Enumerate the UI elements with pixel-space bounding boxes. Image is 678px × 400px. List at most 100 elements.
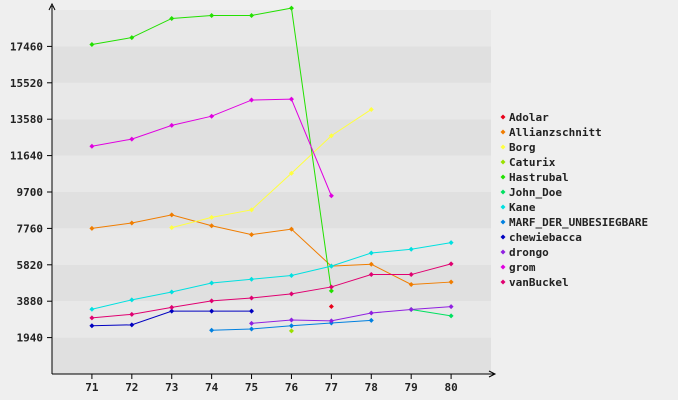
legend-marker [500, 279, 506, 285]
data-point [408, 246, 414, 252]
data-point [249, 308, 255, 314]
legend-label: Adolar [509, 111, 549, 124]
data-point [169, 308, 175, 314]
legend-label: Caturix [509, 156, 556, 169]
y-ticks: 1940 3880 5820 7760 9700 11640 13580 15520 17460 [10, 40, 52, 345]
data-point [249, 295, 255, 301]
series-vanbuckel [89, 261, 454, 321]
legend-label: drongo [509, 246, 549, 259]
legend-label: Hastrubal [509, 171, 569, 184]
data-point [328, 288, 334, 294]
y-tick-label: 11640 [10, 150, 43, 163]
data-point [209, 214, 215, 220]
legend-label: Kane [509, 201, 536, 214]
series-drongo [249, 304, 454, 326]
x-tick-label: 72 [125, 381, 138, 394]
legend-marker [500, 249, 506, 255]
data-point [209, 113, 215, 119]
x-tick-label: 75 [245, 381, 258, 394]
legend-label: grom [509, 261, 536, 274]
data-point [169, 122, 175, 128]
series-adolar [328, 303, 334, 309]
y-tick-label: 5820 [17, 259, 44, 272]
grid-band [52, 155, 491, 192]
series-line [91, 263, 452, 319]
data-point [408, 306, 414, 312]
data-point [249, 326, 255, 332]
legend-item: Allianzschnitt [500, 126, 602, 139]
axes [48, 2, 497, 378]
grid-band [52, 228, 491, 265]
data-point [448, 279, 454, 285]
data-point [448, 313, 454, 319]
data-point [328, 193, 334, 199]
y-tick-label: 3880 [17, 295, 44, 308]
x-tick-label: 77 [325, 381, 338, 394]
data-point [249, 320, 255, 326]
data-point [408, 282, 414, 288]
legend-label: Allianzschnitt [509, 126, 602, 139]
data-point [368, 250, 374, 256]
data-point [328, 318, 334, 324]
data-point [169, 212, 175, 218]
legend-marker [500, 114, 506, 120]
grid-bands [52, 10, 491, 374]
grid-band [52, 192, 491, 229]
x-tick-label: 76 [285, 381, 299, 394]
legend-item: grom [500, 261, 536, 274]
legend-label: chewiebacca [509, 231, 582, 244]
legend-marker [500, 204, 506, 210]
legend-item: Kane [500, 201, 536, 214]
legend-item: John_Doe [500, 186, 562, 199]
legend: Adolar Allianzschnitt Borg Caturix Hastrubal… [500, 111, 648, 289]
series-line [411, 308, 452, 317]
data-point [408, 272, 414, 278]
grid-band [52, 119, 491, 156]
grid-band [52, 46, 491, 83]
legend-marker [500, 264, 506, 270]
x-tick-label: 80 [444, 381, 457, 394]
legend-item: Adolar [500, 111, 549, 124]
series-chewiebacca [89, 308, 255, 329]
legend-item: Caturix [500, 156, 556, 169]
data-point [89, 306, 95, 312]
data-point [169, 289, 175, 295]
data-point [129, 297, 135, 303]
grid-band [52, 337, 491, 374]
y-tick-label: 15520 [10, 77, 43, 90]
grid-band [52, 301, 491, 338]
legend-marker [500, 144, 506, 150]
data-point [328, 284, 334, 290]
legend-label: John_Doe [509, 186, 562, 199]
data-point [288, 317, 294, 323]
data-point [209, 308, 215, 314]
series-line [251, 306, 452, 324]
grid-band [52, 82, 491, 120]
data-point [288, 5, 294, 11]
y-axis-arrow [48, 2, 56, 11]
data-point [129, 136, 135, 142]
data-point [209, 12, 215, 18]
series-group [89, 5, 454, 334]
x-tick-label: 73 [165, 381, 178, 394]
data-point [169, 225, 175, 231]
x-tick-label: 74 [205, 381, 219, 394]
series-borg [169, 106, 374, 231]
legend-item: MARF_DER_UNBESIEGBARE [500, 216, 648, 229]
data-point [249, 12, 255, 18]
legend-marker [500, 174, 506, 180]
data-point [209, 298, 215, 304]
series-kane [89, 240, 454, 312]
x-axis-arrow [488, 370, 497, 378]
x-tick-label: 71 [85, 381, 99, 394]
series-marf_der_unbesiegbare [209, 317, 374, 333]
series-hastrubal [89, 5, 334, 294]
data-point [249, 232, 255, 238]
y-tick-label: 17460 [10, 40, 43, 53]
data-point [209, 280, 215, 286]
series-line [171, 109, 372, 229]
data-point [169, 304, 175, 310]
series-caturix [288, 328, 294, 334]
series-grom [89, 96, 334, 199]
legend-item: chewiebacca [500, 231, 582, 244]
